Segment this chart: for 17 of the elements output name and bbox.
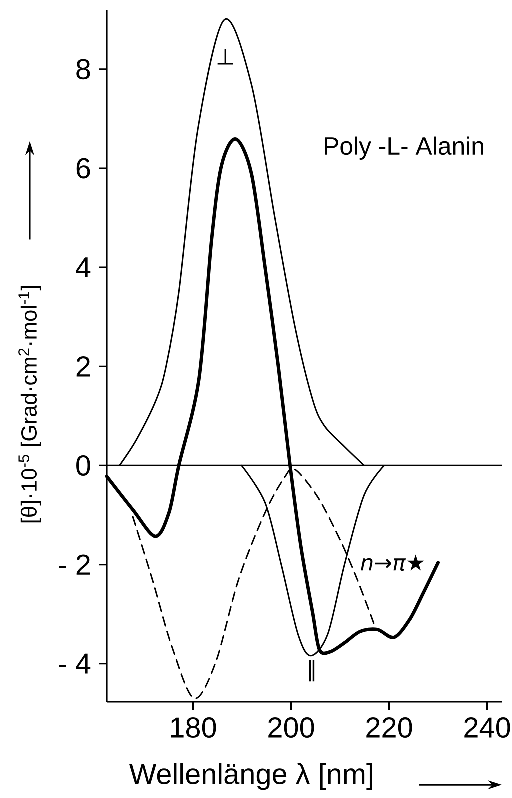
annotation: ∥ <box>309 660 315 682</box>
y-tick-label: 6 <box>76 158 90 179</box>
y-tick-label: - 4 <box>59 654 91 674</box>
y-tick-label: - 2 <box>59 554 90 575</box>
y-tick-label: 8 <box>76 59 90 80</box>
x-tick-label: 180 <box>171 718 216 738</box>
x-axis-title: Wellenlänge λ [nm] <box>130 763 372 790</box>
annotation: ⊥ <box>218 49 234 65</box>
x-tick-label: 220 <box>366 718 412 738</box>
x-tick-label: 200 <box>268 718 314 738</box>
x-tick-label: 240 <box>464 718 510 738</box>
y-axis-title: [θ]·10$^{-5}$ [Grad·cm$^{2}$·mol$^{-1}$] <box>18 286 42 523</box>
y-tick-label: 4 <box>76 258 91 278</box>
y-tick-label: 2 <box>76 356 90 377</box>
annotation: n→π★ <box>361 554 424 572</box>
y-tick-label: 0 <box>76 455 90 476</box>
annotation: Poly -L- Alanin <box>325 136 484 160</box>
